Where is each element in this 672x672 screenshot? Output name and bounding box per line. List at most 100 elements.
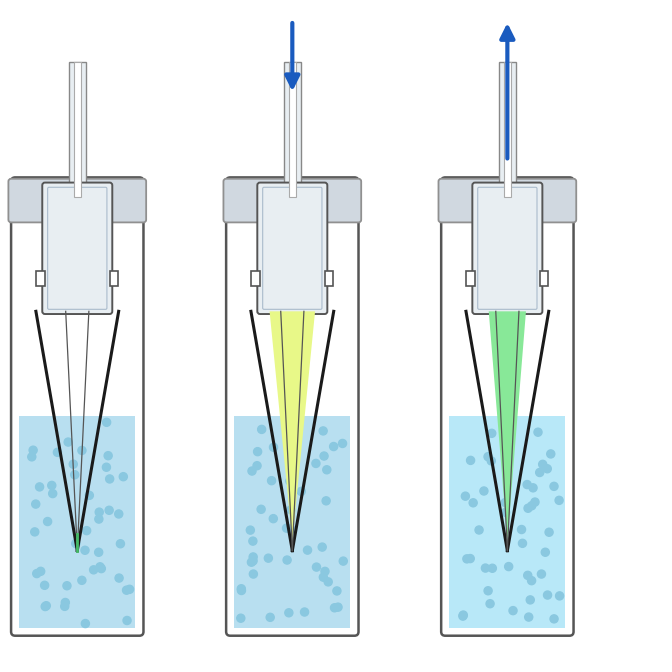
Circle shape	[44, 517, 52, 526]
Circle shape	[103, 418, 111, 426]
Circle shape	[525, 613, 533, 621]
Circle shape	[541, 548, 549, 556]
Bar	[74, 62, 81, 197]
Circle shape	[61, 599, 69, 607]
Circle shape	[247, 558, 255, 566]
Circle shape	[320, 452, 328, 460]
Circle shape	[480, 487, 488, 495]
Circle shape	[29, 446, 37, 454]
Circle shape	[48, 481, 56, 489]
Bar	[325, 271, 333, 286]
Circle shape	[462, 492, 470, 500]
Circle shape	[36, 483, 44, 491]
Circle shape	[95, 508, 103, 516]
Circle shape	[116, 540, 124, 548]
Circle shape	[319, 573, 327, 581]
Circle shape	[63, 582, 71, 590]
Circle shape	[257, 505, 265, 513]
Circle shape	[339, 557, 347, 565]
Circle shape	[543, 465, 551, 473]
Circle shape	[126, 585, 134, 593]
Bar	[284, 62, 301, 197]
Circle shape	[267, 476, 276, 485]
Circle shape	[41, 603, 49, 611]
Circle shape	[89, 566, 97, 574]
Circle shape	[269, 444, 278, 452]
Circle shape	[339, 439, 347, 448]
Circle shape	[247, 526, 255, 534]
Circle shape	[528, 502, 536, 510]
Circle shape	[72, 540, 80, 548]
FancyBboxPatch shape	[438, 179, 576, 222]
Circle shape	[334, 603, 342, 612]
Circle shape	[48, 489, 56, 497]
Polygon shape	[489, 311, 526, 541]
Circle shape	[249, 537, 257, 545]
Bar	[234, 415, 351, 628]
Bar	[36, 271, 45, 286]
Circle shape	[323, 466, 331, 474]
Circle shape	[333, 587, 341, 595]
Circle shape	[505, 426, 513, 434]
Circle shape	[545, 528, 553, 536]
Circle shape	[81, 620, 89, 628]
Circle shape	[64, 438, 72, 446]
Circle shape	[501, 499, 509, 507]
Bar	[504, 62, 511, 197]
Circle shape	[469, 499, 477, 507]
Circle shape	[297, 487, 305, 495]
Bar	[499, 62, 516, 197]
Circle shape	[115, 574, 123, 582]
Bar	[69, 62, 86, 197]
Circle shape	[42, 601, 50, 610]
Circle shape	[266, 614, 274, 622]
Circle shape	[312, 460, 320, 468]
FancyBboxPatch shape	[42, 183, 112, 314]
Circle shape	[536, 468, 544, 476]
Circle shape	[32, 500, 40, 508]
Bar	[540, 271, 548, 286]
Circle shape	[466, 456, 474, 464]
Circle shape	[123, 616, 131, 624]
Circle shape	[523, 480, 531, 489]
Circle shape	[463, 555, 471, 563]
FancyBboxPatch shape	[472, 183, 542, 314]
Circle shape	[331, 603, 339, 612]
Circle shape	[505, 562, 513, 571]
Circle shape	[249, 570, 257, 578]
Circle shape	[249, 553, 257, 561]
Circle shape	[517, 526, 526, 534]
Circle shape	[555, 497, 563, 505]
Circle shape	[78, 577, 86, 585]
Circle shape	[105, 506, 113, 514]
Circle shape	[489, 564, 497, 573]
Circle shape	[81, 546, 89, 554]
FancyBboxPatch shape	[9, 179, 146, 222]
Circle shape	[484, 587, 492, 595]
FancyBboxPatch shape	[257, 183, 327, 314]
Circle shape	[475, 526, 483, 534]
Bar	[449, 415, 565, 628]
Circle shape	[83, 527, 91, 535]
Circle shape	[33, 570, 41, 578]
Bar	[466, 271, 475, 286]
Circle shape	[257, 425, 265, 433]
Circle shape	[115, 510, 123, 518]
Circle shape	[37, 567, 45, 575]
Circle shape	[95, 548, 103, 556]
Circle shape	[534, 428, 542, 436]
Circle shape	[69, 460, 77, 468]
Circle shape	[285, 609, 293, 617]
Circle shape	[481, 564, 489, 572]
Circle shape	[321, 567, 329, 575]
FancyBboxPatch shape	[11, 177, 144, 636]
Circle shape	[322, 497, 330, 505]
Circle shape	[509, 607, 517, 615]
Circle shape	[547, 450, 555, 458]
Circle shape	[487, 457, 495, 465]
Circle shape	[531, 498, 539, 506]
Circle shape	[486, 599, 494, 607]
Circle shape	[319, 427, 327, 435]
Circle shape	[104, 452, 112, 460]
Circle shape	[106, 475, 114, 483]
